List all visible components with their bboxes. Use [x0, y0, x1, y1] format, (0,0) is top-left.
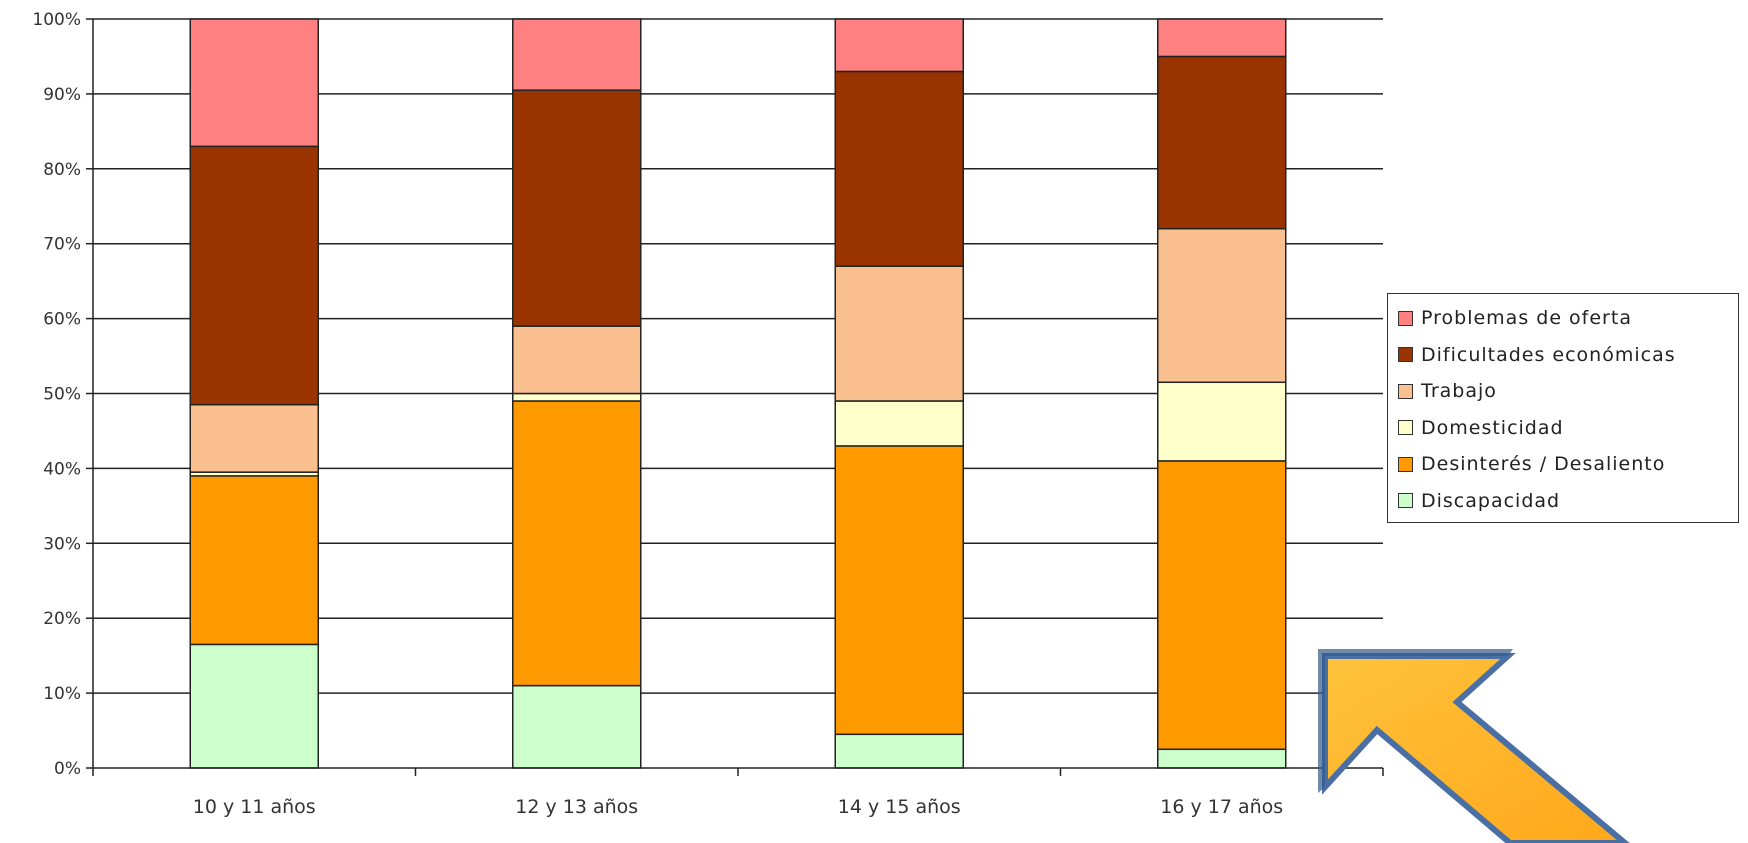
bar-segment: [834, 400, 964, 447]
legend-entry: Trabajo: [1398, 373, 1738, 410]
bar-segment: [834, 445, 964, 736]
legend-swatch: [1398, 347, 1413, 363]
x-tick-label: 16 y 17 años: [1160, 796, 1283, 818]
axes: [86, 18, 1384, 776]
bar-segment: [512, 684, 642, 769]
legend-swatch: [1398, 456, 1413, 472]
legend-entry: Domesticidad: [1398, 410, 1738, 447]
bar-segment: [1157, 18, 1287, 58]
bar-segment: [1157, 227, 1287, 384]
legend-label: Desinterés / Desaliento: [1421, 453, 1666, 476]
y-tick-label: 90%: [43, 85, 81, 105]
y-tick-label: 100%: [32, 10, 81, 30]
bar-segment: [834, 70, 964, 267]
bar-segment: [512, 18, 642, 91]
legend-label: Discapacidad: [1421, 489, 1561, 512]
x-tick-label: 12 y 13 años: [515, 796, 638, 818]
legend-entry: Desinterés / Desaliento: [1398, 446, 1738, 483]
bar-segment: [189, 475, 319, 646]
bar-segment: [189, 403, 319, 473]
legend-entry: Problemas de oferta: [1398, 300, 1738, 337]
bar-segment: [189, 145, 319, 406]
bar-segment: [1157, 460, 1287, 751]
legend-label: Problemas de oferta: [1421, 307, 1632, 330]
y-tick-label: 10%: [43, 684, 81, 704]
bar-segment: [834, 265, 964, 402]
legend-swatch: [1398, 310, 1413, 326]
y-tick-label: 0%: [54, 759, 81, 779]
y-tick-label: 30%: [43, 534, 81, 554]
legend-label: Trabajo: [1421, 380, 1497, 403]
legend-entry: Dificultades económicas: [1398, 337, 1738, 374]
y-tick-label: 40%: [43, 459, 81, 479]
legend-entry: Discapacidad: [1398, 483, 1738, 520]
bar-segment: [512, 89, 642, 327]
y-tick-labels: 0% 10% 20% 30% 40% 50% 60% 70% 80% 90% 100%: [32, 10, 81, 779]
bar-segment: [1157, 55, 1287, 230]
bar-segment: [1157, 381, 1287, 462]
y-tick-label: 50%: [43, 385, 81, 405]
bar-segment: [189, 18, 319, 148]
x-tick-label: 10 y 11 años: [193, 796, 316, 818]
bar-segment: [512, 325, 642, 395]
y-tick-label: 20%: [43, 609, 81, 629]
legend-label: Dificultades económicas: [1421, 343, 1676, 366]
legend-swatch: [1398, 493, 1413, 509]
bar-segment: [512, 400, 642, 687]
x-tick-label: 14 y 15 años: [838, 796, 961, 818]
y-tick-label: 80%: [43, 160, 81, 180]
legend-label: Domesticidad: [1421, 416, 1564, 439]
legend: Problemas de oferta Dificultades económic…: [1387, 293, 1739, 523]
bar-segment: [834, 18, 964, 73]
y-tick-label: 60%: [43, 310, 81, 330]
x-tick-labels: 10 y 11 años 12 y 13 años 14 y 15 años 16 y…: [193, 796, 1283, 818]
y-tick-label: 70%: [43, 235, 81, 255]
legend-swatch: [1398, 383, 1413, 399]
legend-swatch: [1398, 420, 1413, 436]
bar-segment: [512, 392, 642, 402]
bar-segment: [189, 643, 319, 769]
bar-segment: [1157, 748, 1287, 769]
bars: [189, 18, 1287, 769]
bar-segment: [834, 733, 964, 769]
